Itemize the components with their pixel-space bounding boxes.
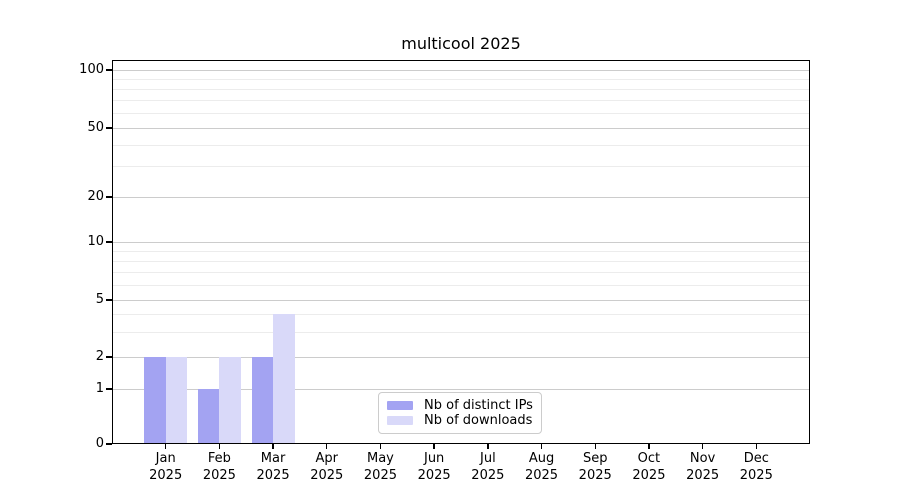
y-tick-label-10: 10 [87,234,104,249]
legend-item-distinct-ips: Nb of distinct IPs [387,398,533,413]
gridline-minor-7 [113,271,809,273]
x-tick-nov-2025 [701,444,704,449]
gridline-minor-90 [113,78,809,80]
gridline-minor-60 [113,112,809,114]
x-tick-feb-2025 [218,444,221,449]
x-tick-apr-2025 [326,444,328,449]
x-tick-jan-2025 [164,444,167,449]
legend-item-downloads: Nb of downloads [387,413,533,428]
legend: Nb of distinct IPs Nb of downloads [378,392,542,434]
gridline-minor-9 [113,250,809,252]
gridline-minor-70 [113,99,809,101]
y-tick-label-0: 0 [95,436,104,451]
gridline-minor-3 [113,331,809,333]
gridline-major-1 [113,389,809,390]
gridline-major-100 [113,70,809,71]
gridline-major-2 [113,357,809,358]
gridline-minor-40 [113,144,809,146]
y-tick-label-50: 50 [87,120,104,135]
y-tick-0 [106,443,112,445]
x-tick-oct-2025 [648,444,650,449]
bar-nb-of-downloads-mar-2025 [273,313,295,444]
gridline-major-10 [113,242,809,243]
plot-area-border [112,60,810,444]
legend-swatch-downloads [387,416,413,425]
bar-nb-of-distinct-ips-mar-2025 [251,357,274,444]
gridline-minor-6 [113,284,809,286]
x-tick-label-mar-2025: Mar 2025 [256,451,290,483]
bar-nb-of-distinct-ips-jan-2025 [144,357,166,444]
gridline-major-5 [113,300,809,301]
x-tick-jun-2025 [433,444,435,449]
y-tick-1 [106,388,112,390]
gridline-minor-8 [113,260,809,262]
x-tick-label-feb-2025: Feb 2025 [202,451,236,483]
bar-nb-of-downloads-feb-2025 [219,357,241,444]
x-tick-label-aug-2025: Aug 2025 [524,451,559,483]
x-tick-label-jun-2025: Jun 2025 [417,451,451,483]
y-tick-label-2: 2 [95,349,104,364]
x-tick-jul-2025 [487,444,489,449]
x-tick-label-jan-2025: Jan 2025 [149,451,183,483]
y-tick-2 [106,356,112,358]
gridline-major-50 [113,128,809,129]
y-tick-label-100: 100 [79,62,104,77]
y-tick-label-20: 20 [87,189,104,204]
gridline-minor-80 [113,88,809,90]
legend-label-downloads: Nb of downloads [424,413,533,428]
gridline-minor-30 [113,166,809,168]
y-tick-10 [106,241,112,243]
chart-title: multicool 2025 [401,34,521,53]
y-tick-label-5: 5 [95,292,104,307]
gridline-major-20 [113,197,809,198]
x-tick-dec-2025 [755,444,757,449]
x-tick-label-apr-2025: Apr 2025 [310,451,344,483]
legend-label-distinct-ips: Nb of distinct IPs [424,398,533,413]
x-tick-label-nov-2025: Nov 2025 [686,451,720,483]
bar-nb-of-distinct-ips-feb-2025 [197,389,220,444]
x-tick-may-2025 [379,444,382,449]
x-tick-mar-2025 [272,444,274,449]
x-tick-sep-2025 [594,444,596,449]
y-tick-50 [106,127,112,129]
x-tick-aug-2025 [540,444,543,449]
y-tick-label-1: 1 [95,381,104,396]
x-tick-label-oct-2025: Oct 2025 [632,451,666,483]
x-tick-label-sep-2025: Sep 2025 [578,451,612,483]
gridline-minor-4 [113,313,809,315]
x-tick-label-dec-2025: Dec 2025 [739,451,773,483]
x-tick-label-jul-2025: Jul 2025 [471,451,505,483]
y-tick-100 [106,69,112,71]
legend-swatch-distinct-ips [387,401,413,410]
bar-nb-of-downloads-jan-2025 [165,357,188,444]
y-tick-5 [106,299,112,301]
y-tick-20 [106,196,112,198]
x-tick-label-may-2025: May 2025 [363,451,397,483]
